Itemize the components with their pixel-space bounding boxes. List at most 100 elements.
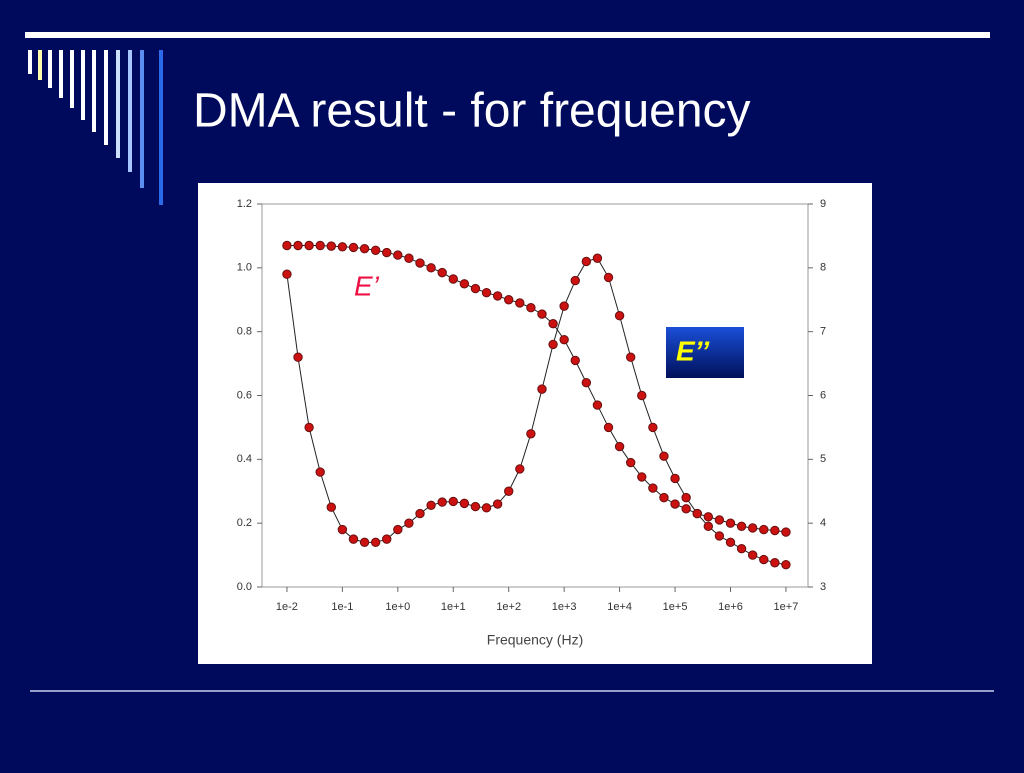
- data-point: [781, 527, 791, 537]
- data-point: [703, 521, 714, 532]
- data-point: [426, 263, 436, 273]
- data-point: [382, 247, 392, 258]
- data-point: [470, 501, 481, 512]
- data-point: [736, 544, 747, 554]
- data-point: [714, 531, 725, 541]
- data-point: [725, 537, 736, 548]
- series-line: [286, 257, 787, 566]
- data-point: [370, 245, 381, 255]
- data-point: [448, 274, 458, 284]
- data-point: [492, 291, 503, 301]
- x-tick-label: 1e+6: [718, 601, 743, 613]
- data-point: [315, 240, 325, 251]
- data-point: [282, 240, 292, 251]
- x-tick-label: 1e+5: [663, 601, 688, 613]
- data-point: [359, 243, 370, 254]
- data-point: [559, 301, 569, 311]
- data-point: [770, 525, 780, 536]
- series-line: [286, 244, 787, 533]
- data-point: [315, 467, 325, 477]
- data-point: [747, 550, 758, 560]
- data-point: [670, 473, 680, 484]
- data-point: [614, 441, 625, 452]
- y-tick-label: 0.8: [237, 326, 252, 338]
- data-point: [648, 483, 658, 493]
- x-tick-label: 1e-2: [276, 601, 298, 613]
- data-point: [404, 518, 414, 528]
- data-point: [326, 502, 336, 512]
- x-tick-label: 1e+0: [385, 601, 410, 613]
- data-point: [592, 253, 603, 263]
- data-point: [415, 258, 425, 268]
- data-point: [293, 352, 303, 362]
- data-point: [293, 240, 303, 251]
- data-point: [304, 240, 314, 251]
- data-point: [515, 464, 525, 474]
- x-tick-label: 1e+3: [552, 601, 577, 613]
- data-point: [570, 355, 580, 366]
- data-point: [337, 242, 348, 252]
- y2-tick-label: 6: [820, 389, 826, 401]
- chart-panel: [198, 183, 872, 664]
- data-point: [659, 451, 669, 461]
- x-tick-label: 1e+2: [496, 601, 521, 613]
- data-point: [581, 378, 592, 388]
- y-tick-label: 0.2: [237, 517, 252, 529]
- label-box: [666, 327, 744, 378]
- data-point: [548, 339, 558, 350]
- y-tick-label: 0.0: [237, 581, 252, 593]
- data-point: [736, 521, 747, 532]
- data-point: [681, 504, 691, 514]
- data-point: [515, 298, 525, 308]
- data-point: [492, 499, 503, 509]
- data-point: [725, 518, 736, 528]
- data-point: [459, 498, 470, 509]
- data-point: [393, 250, 403, 260]
- data-point: [426, 500, 436, 510]
- data-point: [581, 256, 592, 267]
- data-point: [603, 272, 614, 283]
- data-point: [382, 534, 392, 544]
- data-point: [348, 534, 359, 544]
- y-tick-label: 1.0: [237, 262, 252, 274]
- y-tick-label: 0.6: [237, 389, 252, 401]
- data-point: [747, 523, 758, 533]
- data-point: [625, 352, 636, 362]
- x-tick-label: 1e-1: [331, 601, 353, 613]
- data-point: [393, 524, 403, 535]
- top-rule: [25, 32, 990, 38]
- data-point: [370, 537, 381, 548]
- data-point: [326, 241, 336, 251]
- data-point: [637, 390, 647, 401]
- y2-tick-label: 4: [820, 517, 826, 529]
- data-point: [592, 400, 603, 410]
- data-point: [637, 472, 647, 482]
- y-tick-label: 1.2: [237, 198, 252, 210]
- data-point: [526, 303, 536, 313]
- data-point: [537, 384, 547, 394]
- series-label: E’’: [676, 335, 710, 366]
- slide-title: DMA result - for frequency: [193, 85, 751, 138]
- y2-tick-label: 5: [820, 453, 826, 465]
- data-point: [337, 524, 348, 535]
- y2-tick-label: 7: [820, 326, 826, 338]
- data-point: [625, 457, 636, 468]
- data-point: [648, 422, 658, 433]
- data-point: [570, 275, 580, 286]
- data-point: [781, 559, 791, 570]
- y-tick-label: 0.4: [237, 453, 252, 465]
- data-point: [437, 267, 447, 278]
- stripe-decoration: [28, 50, 163, 205]
- data-point: [415, 508, 425, 519]
- data-point: [437, 497, 447, 507]
- data-point: [459, 279, 470, 289]
- series-label: E’: [354, 270, 380, 301]
- data-point: [614, 311, 625, 321]
- data-point: [692, 508, 702, 519]
- x-axis-label: Frequency (Hz): [487, 632, 583, 648]
- data-point: [404, 253, 414, 263]
- data-point: [448, 496, 458, 507]
- x-tick-label: 1e+1: [441, 601, 466, 613]
- x-tick-label: 1e+4: [607, 601, 632, 613]
